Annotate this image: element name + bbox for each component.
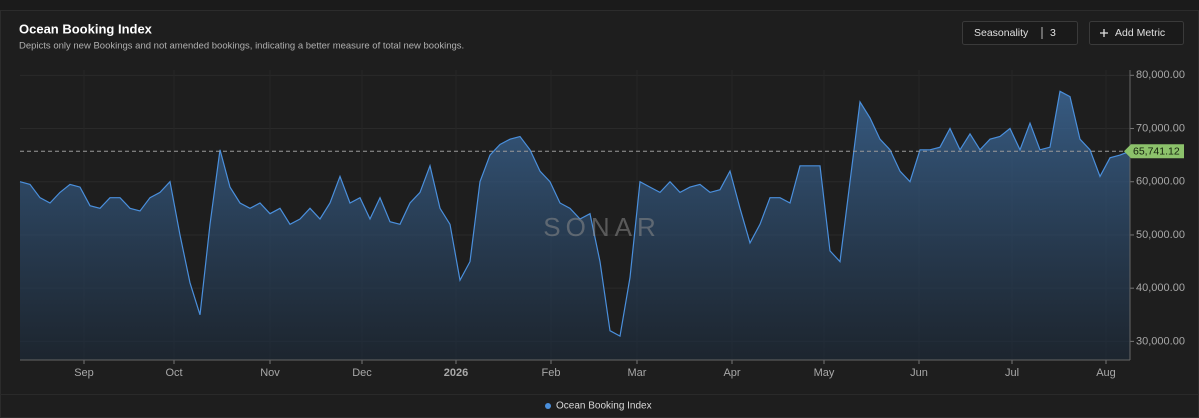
plus-icon bbox=[1100, 29, 1108, 37]
add-metric-label: Add Metric bbox=[1115, 27, 1165, 39]
x-tick-label: Sep bbox=[74, 367, 94, 379]
y-tick-label: 60,000.00 bbox=[1136, 176, 1185, 188]
x-tick-label: Feb bbox=[542, 367, 561, 379]
seasonality-value: 3 bbox=[1050, 27, 1056, 39]
y-tick-label: 80,000.00 bbox=[1136, 69, 1185, 81]
current-value-tag bbox=[1124, 144, 1184, 159]
y-tick-label: 30,000.00 bbox=[1136, 335, 1185, 347]
x-tick-label: Apr bbox=[723, 367, 740, 379]
y-tick-label: 40,000.00 bbox=[1136, 282, 1185, 294]
legend-label: Ocean Booking Index bbox=[556, 401, 652, 412]
seasonality-label: Seasonality bbox=[974, 27, 1029, 39]
x-tick-label: Mar bbox=[628, 367, 647, 379]
x-tick-label: Aug bbox=[1096, 367, 1116, 379]
x-tick-label: Dec bbox=[352, 367, 372, 379]
line bbox=[19, 90, 1131, 338]
legend-marker bbox=[545, 403, 551, 409]
title: Ocean Booking Index bbox=[19, 21, 153, 36]
x-tick-label: Nov bbox=[260, 367, 280, 379]
current-value-label: 65,741.12 bbox=[1133, 145, 1180, 157]
x-tick-label: 2026 bbox=[444, 367, 468, 379]
add-metric-button[interactable] bbox=[1089, 21, 1184, 45]
x-tick-label: Jun bbox=[910, 367, 928, 379]
watermark: SONAR bbox=[543, 212, 660, 242]
y-tick-label: 70,000.00 bbox=[1136, 122, 1185, 134]
x-tick-label: May bbox=[814, 367, 835, 379]
x-tick-label: Jul bbox=[1005, 367, 1019, 379]
x-tick-label: Oct bbox=[165, 367, 182, 379]
y-tick-label: 50,000.00 bbox=[1136, 229, 1185, 241]
area bbox=[20, 91, 1130, 361]
seasonality-button[interactable] bbox=[962, 21, 1078, 45]
subtitle: Depicts only new Bookings and not amende… bbox=[19, 41, 464, 52]
